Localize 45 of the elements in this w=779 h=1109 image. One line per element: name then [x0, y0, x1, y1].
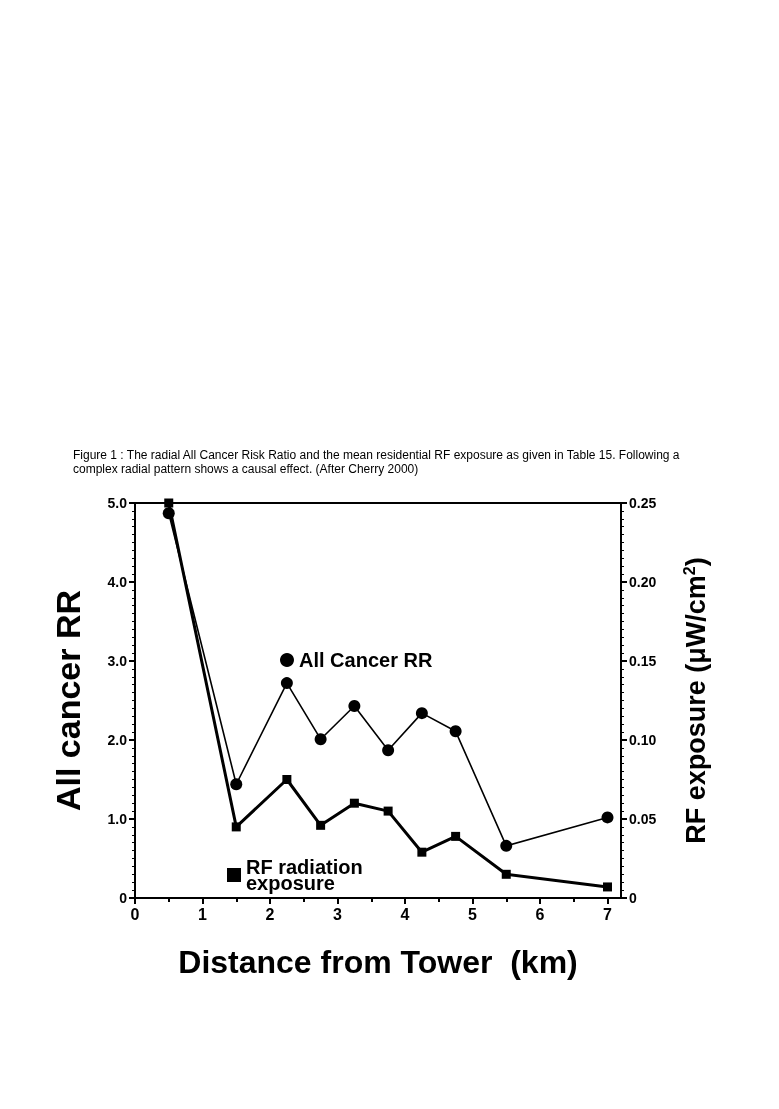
y2-tick-label: 0.25 [629, 495, 657, 511]
point [164, 498, 174, 508]
y-tick-label: 0 [119, 890, 128, 906]
y2-tick-label: 0.15 [629, 653, 657, 669]
point [415, 707, 428, 720]
legend-label: All Cancer RR [299, 649, 433, 671]
point [601, 811, 614, 824]
y-tick-label: 1.0 [107, 811, 128, 827]
y-axis-title: All cancer RR [49, 589, 87, 812]
point [314, 733, 327, 746]
point [316, 820, 326, 830]
point [282, 775, 292, 784]
x-tick-label: 3 [333, 905, 343, 923]
x-axis-title: Distance from Tower (km) [178, 944, 578, 980]
point [231, 822, 241, 832]
y-tick-label: 3.0 [107, 653, 128, 669]
y2-axis-title: RF exposure (μW/cm2) [680, 557, 711, 844]
y-tick-label: 4.0 [107, 574, 128, 590]
point [417, 847, 427, 857]
y-tick-label: 5.0 [107, 495, 128, 511]
chart-title: Figure 1 : The radial All Cancer Risk Ratio and the mean residential RF exposure as given in Table 15. Following a complex radial pattern shows a causal effect. (After Cherry 2000) [73, 448, 683, 476]
x-tick-label: 0 [130, 905, 140, 923]
point [280, 677, 293, 690]
point [451, 831, 461, 841]
y-tick-label: 2.0 [107, 732, 128, 748]
y2-tick-label: 0.10 [629, 732, 657, 748]
x-tick-label: 1 [198, 905, 208, 923]
point [603, 882, 612, 892]
x-tick-label: 5 [468, 905, 478, 923]
x-tick-label: 7 [603, 905, 613, 923]
legend-label: RF radiation exposure [246, 856, 369, 894]
x-tick-label: 4 [400, 905, 410, 923]
point [501, 869, 511, 879]
point [383, 806, 393, 816]
y2-tick-label: 0 [629, 890, 637, 906]
point [500, 839, 513, 852]
point [348, 700, 361, 713]
point [230, 778, 243, 791]
y2-tick-label: 0.20 [629, 574, 657, 590]
x-tick-label: 2 [265, 905, 275, 923]
point [449, 725, 462, 738]
x-tick-label: 6 [535, 905, 545, 923]
point [382, 744, 395, 757]
point [349, 798, 359, 808]
y2-tick-label: 0.05 [629, 811, 657, 827]
